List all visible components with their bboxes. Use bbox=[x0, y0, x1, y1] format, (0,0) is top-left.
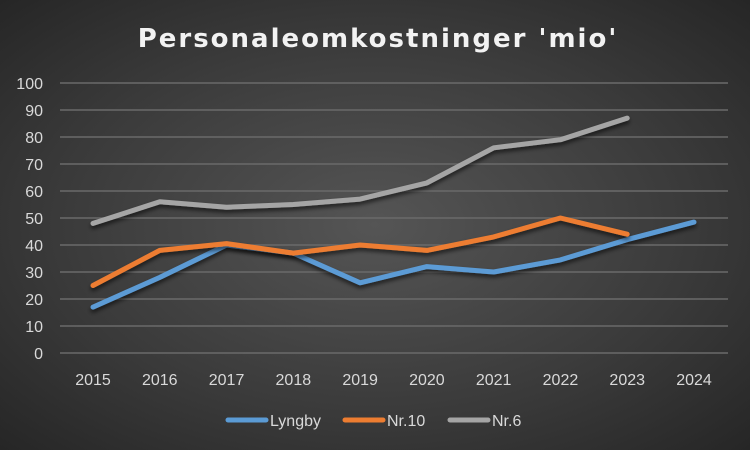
x-tick-label: 2015 bbox=[75, 372, 111, 389]
y-tick-label: 100 bbox=[16, 76, 43, 93]
series-line-lyngby bbox=[90, 219, 697, 310]
y-tick-label: 40 bbox=[25, 238, 43, 255]
y-tick-label: 70 bbox=[25, 157, 43, 174]
x-tick-label: 2021 bbox=[476, 372, 512, 389]
y-tick-label: 60 bbox=[25, 184, 43, 201]
x-tick-label: 2020 bbox=[409, 372, 445, 389]
y-tick-label: 90 bbox=[25, 103, 43, 120]
legend-item[interactable]: Lyngby bbox=[225, 413, 321, 430]
legend-label: Nr.6 bbox=[492, 413, 521, 430]
legend-label: Lyngby bbox=[270, 413, 321, 430]
legend-item[interactable]: Nr.10 bbox=[342, 413, 425, 430]
y-tick-label: 10 bbox=[25, 319, 43, 336]
chart-title: Personaleomkostninger 'mio' bbox=[138, 24, 619, 54]
y-tick-label: 20 bbox=[25, 292, 43, 309]
x-tick-label: 2022 bbox=[543, 372, 579, 389]
y-tick-label: 80 bbox=[25, 130, 43, 147]
x-tick-label: 2019 bbox=[342, 372, 378, 389]
y-tick-label: 50 bbox=[25, 211, 43, 228]
x-tick-label: 2018 bbox=[276, 372, 312, 389]
y-tick-label: 0 bbox=[34, 346, 43, 363]
y-tick-label: 30 bbox=[25, 265, 43, 282]
legend-item[interactable]: Nr.6 bbox=[447, 413, 521, 430]
series-line-nr10 bbox=[90, 215, 630, 288]
legend-label: Nr.10 bbox=[387, 413, 425, 430]
x-tick-label: 2017 bbox=[209, 372, 245, 389]
x-tick-label: 2024 bbox=[676, 372, 712, 389]
series-line-nr6 bbox=[90, 115, 630, 226]
x-tick-label: 2023 bbox=[609, 372, 645, 389]
x-tick-label: 2016 bbox=[142, 372, 178, 389]
